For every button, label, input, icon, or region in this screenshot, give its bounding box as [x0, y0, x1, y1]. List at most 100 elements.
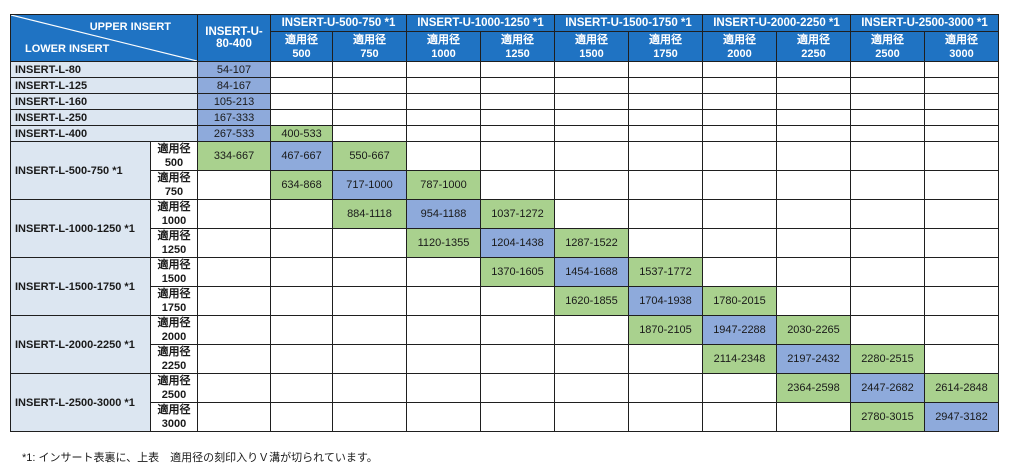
- table-cell: 2364-2598: [776, 373, 851, 403]
- table-cell: [628, 228, 703, 258]
- table-cell: [702, 61, 777, 78]
- table-cell: 2114-2348: [702, 344, 777, 374]
- subsize-kanji: 適用径: [157, 317, 191, 329]
- table-cell: [270, 77, 333, 94]
- row-subsize: 適用径 1250: [150, 228, 198, 258]
- table-cell: 1454-1688: [554, 257, 629, 287]
- table-cell: 400-533: [270, 125, 333, 142]
- table-cell: 954-1188: [406, 199, 481, 229]
- table-cell: [332, 109, 407, 126]
- subsize-value: 1500: [579, 47, 604, 60]
- table-cell: [924, 61, 999, 78]
- table-cell: [850, 286, 925, 316]
- table-cell: [406, 286, 481, 316]
- table-cell: [850, 141, 925, 171]
- table-cell: 2280-2515: [850, 344, 925, 374]
- table-cell: [776, 61, 851, 78]
- table-cell: [406, 373, 481, 403]
- row-subsize: 適用径 1750: [150, 286, 198, 316]
- header-subsize: 適用径 1500: [554, 31, 629, 62]
- table-cell: 634-868: [270, 170, 333, 200]
- table-cell: 2614-2848: [924, 373, 999, 403]
- table-row: INSERT-L-125 84-167: [10, 77, 999, 94]
- table-row: INSERT-L-250 167-333: [10, 109, 999, 126]
- table-cell: [628, 141, 703, 171]
- subsize-value: 1000: [161, 215, 187, 227]
- table-cell: [628, 77, 703, 94]
- table-cell: 717-1000: [332, 170, 407, 200]
- table-row: INSERT-L-500-750 *1 適用径 500 334-667 467-667 5…: [10, 141, 999, 200]
- table-cell: [702, 228, 777, 258]
- table-cell: [270, 286, 333, 316]
- table-cell: [270, 61, 333, 78]
- table-row: 適用径 2250 2114-2348 2197-2432 2280-2515: [11, 344, 999, 374]
- table-cell: [924, 315, 999, 345]
- table-cell: [850, 109, 925, 126]
- row-subsize: 適用径 2000: [150, 315, 198, 345]
- header-subsize: 適用径 1250: [480, 31, 555, 62]
- table-cell: [850, 125, 925, 142]
- table-cell: [628, 61, 703, 78]
- table-cell: [332, 93, 407, 110]
- table-cell: [776, 286, 851, 316]
- corner-header: UPPER INSERT LOWER INSERT: [10, 14, 198, 62]
- insert-compatibility-table: UPPER INSERT LOWER INSERT INSERT-U- 80-400 I…: [10, 14, 999, 432]
- table-cell: [924, 257, 999, 287]
- table-cell: [480, 286, 555, 316]
- table-cell: 2447-2682: [850, 373, 925, 403]
- subsize-kanji: 適用径: [871, 33, 904, 46]
- subsize-value: 1500: [161, 273, 187, 285]
- table-cell: [850, 61, 925, 78]
- table-cell: [480, 93, 555, 110]
- table-cell: [197, 199, 271, 229]
- row-subsize: 適用径 750: [150, 170, 198, 200]
- table-cell: [480, 77, 555, 94]
- table-cell: [332, 344, 407, 374]
- header-group: INSERT-U-2000-2250 *1: [702, 14, 851, 32]
- subsize-kanji: 適用径: [945, 33, 978, 46]
- table-cell: [480, 125, 555, 142]
- row-label: INSERT-L-80: [10, 61, 198, 78]
- header-subsize: 適用径 500: [270, 31, 333, 62]
- table-cell: [924, 93, 999, 110]
- table-cell: [270, 93, 333, 110]
- header-group: INSERT-U-500-750 *1: [270, 14, 407, 32]
- subsize-value: 750: [164, 186, 184, 198]
- table-cell: [332, 402, 407, 432]
- subsize-kanji: 適用径: [157, 288, 191, 300]
- table-cell: [924, 77, 999, 94]
- table-cell: [480, 141, 555, 171]
- table-cell: [554, 344, 629, 374]
- table-cell: [924, 125, 999, 142]
- table-cell: [197, 315, 271, 345]
- table-cell: [554, 170, 629, 200]
- table-cell: [628, 109, 703, 126]
- row-label: INSERT-L-125: [10, 77, 198, 94]
- table-cell: [480, 315, 555, 345]
- footnote: *1: インサート表裏に、上表 適用径の刻印入りＶ溝が切られています。: [22, 452, 378, 464]
- table-cell: [628, 125, 703, 142]
- subsize-kanji: 適用径: [157, 172, 191, 184]
- header-subrow: 適用径 500 適用径 750 適用径 1000 適用径 1250 適用径 1500 適用径 1750…: [11, 31, 999, 62]
- subsize-value: 1250: [161, 244, 187, 256]
- table-cell: 1620-1855: [554, 286, 629, 316]
- table-cell: [924, 199, 999, 229]
- table-cell: 1037-1272: [480, 199, 555, 229]
- row-group-label: INSERT-L-500-750 *1: [10, 141, 151, 200]
- table-cell: [480, 170, 555, 200]
- table-cell: [480, 344, 555, 374]
- table-cell: [776, 141, 851, 171]
- subsize-value: 1750: [161, 302, 187, 314]
- table-cell: 167-333: [197, 109, 271, 126]
- subsize-value: 1750: [653, 47, 678, 60]
- table-cell: [776, 402, 851, 432]
- table-cell: [554, 141, 629, 171]
- table-cell: [702, 402, 777, 432]
- table-cell: [924, 170, 999, 200]
- table-cell: [406, 109, 481, 126]
- header-insert-u-80-400: INSERT-U- 80-400: [197, 14, 271, 62]
- subsize-kanji: 適用径: [427, 33, 460, 46]
- table-cell: 2197-2432: [776, 344, 851, 374]
- table-cell: [776, 93, 851, 110]
- table-cell: [332, 61, 407, 78]
